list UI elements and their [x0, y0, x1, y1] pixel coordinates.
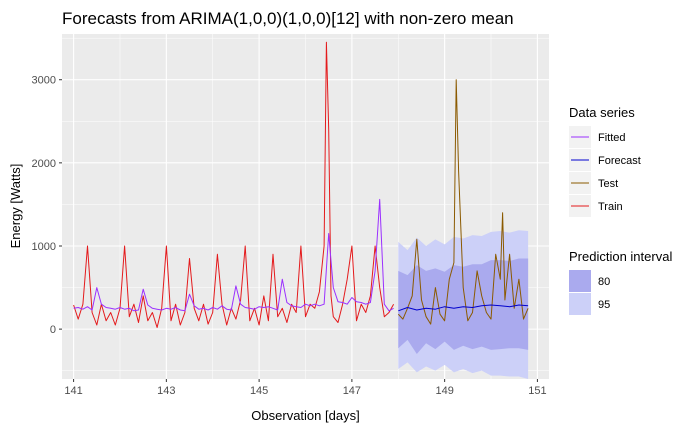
legend-swatch-interval-95 — [569, 293, 591, 315]
legend-label-interval-80: 80 — [598, 276, 610, 288]
chart-title: Forecasts from ARIMA(1,0,0)(1,0,0)[12] w… — [62, 9, 514, 28]
legend-label-train: Train — [598, 201, 623, 213]
legend-interval-entries: 80 95 — [569, 270, 610, 315]
y-tick-label: 2000 — [32, 158, 56, 170]
x-tick-label: 145 — [250, 385, 268, 397]
x-tick-label: 143 — [157, 385, 175, 397]
grid-lines — [62, 34, 549, 379]
x-axis-label: Observation [days] — [251, 408, 359, 423]
legend-label-test: Test — [598, 178, 618, 190]
legend-label-interval-95: 95 — [598, 299, 610, 311]
x-tick-label: 147 — [343, 385, 361, 397]
series-line-test — [397, 79, 529, 325]
legend-series-title: Data series — [569, 105, 635, 120]
legend-label-forecast: Forecast — [598, 155, 641, 167]
legend-interval-title: Prediction interval — [569, 249, 672, 264]
x-tick-label: 149 — [435, 385, 453, 397]
y-axis-ticks: 0 1000 2000 3000 — [32, 75, 62, 336]
series-line-fitted — [73, 198, 394, 312]
legend: Data series Fitted Forecast Test Train Pred… — [569, 105, 672, 315]
y-tick-label: 3000 — [32, 75, 56, 87]
series-line-train — [73, 41, 395, 328]
legend-series-entries: Fitted Forecast Test Train — [569, 126, 641, 217]
legend-swatch-interval-80 — [569, 270, 591, 292]
x-axis-ticks: 141 143 145 147 149 151 — [64, 379, 547, 397]
x-tick-label: 151 — [528, 385, 546, 397]
legend-label-fitted: Fitted — [598, 132, 626, 144]
y-tick-label: 0 — [50, 324, 56, 336]
x-tick-label: 141 — [64, 385, 82, 397]
y-axis-label: Energy [Watts] — [8, 164, 23, 249]
series-lines — [73, 41, 529, 328]
series-line-forecast — [398, 304, 529, 312]
y-tick-label: 1000 — [32, 241, 56, 253]
